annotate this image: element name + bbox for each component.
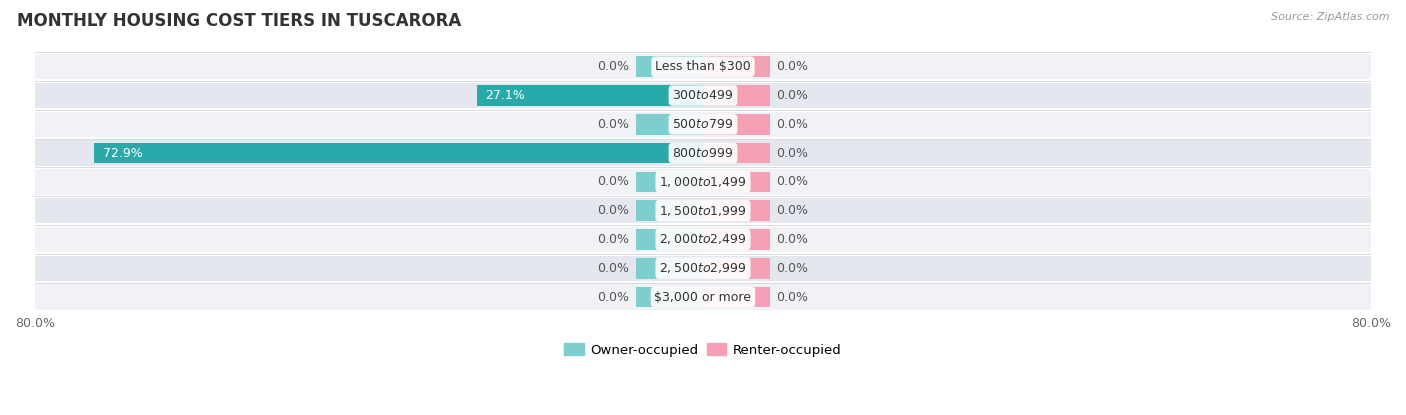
Bar: [477, 85, 703, 106]
Text: $2,000 to $2,499: $2,000 to $2,499: [659, 232, 747, 247]
Bar: [35, 198, 1371, 223]
Bar: [35, 227, 1371, 252]
Text: 0.0%: 0.0%: [776, 60, 808, 73]
Bar: [703, 258, 770, 278]
Bar: [35, 54, 1371, 79]
Legend: Owner-occupied, Renter-occupied: Owner-occupied, Renter-occupied: [560, 338, 846, 362]
Bar: [636, 200, 703, 221]
Bar: [636, 114, 703, 135]
Bar: [703, 229, 770, 250]
Bar: [703, 200, 770, 221]
Text: 0.0%: 0.0%: [598, 118, 630, 131]
Bar: [35, 284, 1371, 310]
Bar: [35, 169, 1371, 195]
Text: $3,000 or more: $3,000 or more: [655, 290, 751, 303]
Bar: [703, 171, 770, 192]
Text: MONTHLY HOUSING COST TIERS IN TUSCARORA: MONTHLY HOUSING COST TIERS IN TUSCARORA: [17, 12, 461, 30]
Bar: [703, 85, 770, 106]
Text: $1,500 to $1,999: $1,500 to $1,999: [659, 204, 747, 217]
Bar: [703, 114, 770, 135]
Bar: [636, 258, 703, 278]
Text: 0.0%: 0.0%: [776, 290, 808, 303]
Text: $300 to $499: $300 to $499: [672, 89, 734, 102]
Text: Less than $300: Less than $300: [655, 60, 751, 73]
Text: 0.0%: 0.0%: [776, 146, 808, 160]
Bar: [35, 256, 1371, 281]
Bar: [703, 287, 770, 308]
Bar: [94, 143, 703, 164]
Text: $800 to $999: $800 to $999: [672, 146, 734, 160]
Bar: [35, 140, 1371, 166]
Text: 0.0%: 0.0%: [776, 89, 808, 102]
Text: 0.0%: 0.0%: [776, 176, 808, 188]
Text: 0.0%: 0.0%: [776, 118, 808, 131]
Bar: [636, 171, 703, 192]
Bar: [703, 143, 770, 164]
Text: $1,000 to $1,499: $1,000 to $1,499: [659, 175, 747, 189]
Text: 0.0%: 0.0%: [598, 233, 630, 246]
Text: 0.0%: 0.0%: [598, 290, 630, 303]
Text: 0.0%: 0.0%: [776, 233, 808, 246]
Text: $2,500 to $2,999: $2,500 to $2,999: [659, 261, 747, 275]
Bar: [636, 229, 703, 250]
Text: 72.9%: 72.9%: [103, 146, 142, 160]
Text: 0.0%: 0.0%: [776, 262, 808, 275]
Text: 0.0%: 0.0%: [776, 204, 808, 217]
Text: 0.0%: 0.0%: [598, 204, 630, 217]
Bar: [636, 56, 703, 77]
Bar: [703, 56, 770, 77]
Text: 0.0%: 0.0%: [598, 176, 630, 188]
Text: 0.0%: 0.0%: [598, 262, 630, 275]
Bar: [35, 83, 1371, 108]
Text: 27.1%: 27.1%: [485, 89, 524, 102]
Bar: [35, 112, 1371, 137]
Bar: [636, 287, 703, 308]
Text: $500 to $799: $500 to $799: [672, 118, 734, 131]
Text: 0.0%: 0.0%: [598, 60, 630, 73]
Text: Source: ZipAtlas.com: Source: ZipAtlas.com: [1271, 12, 1389, 22]
